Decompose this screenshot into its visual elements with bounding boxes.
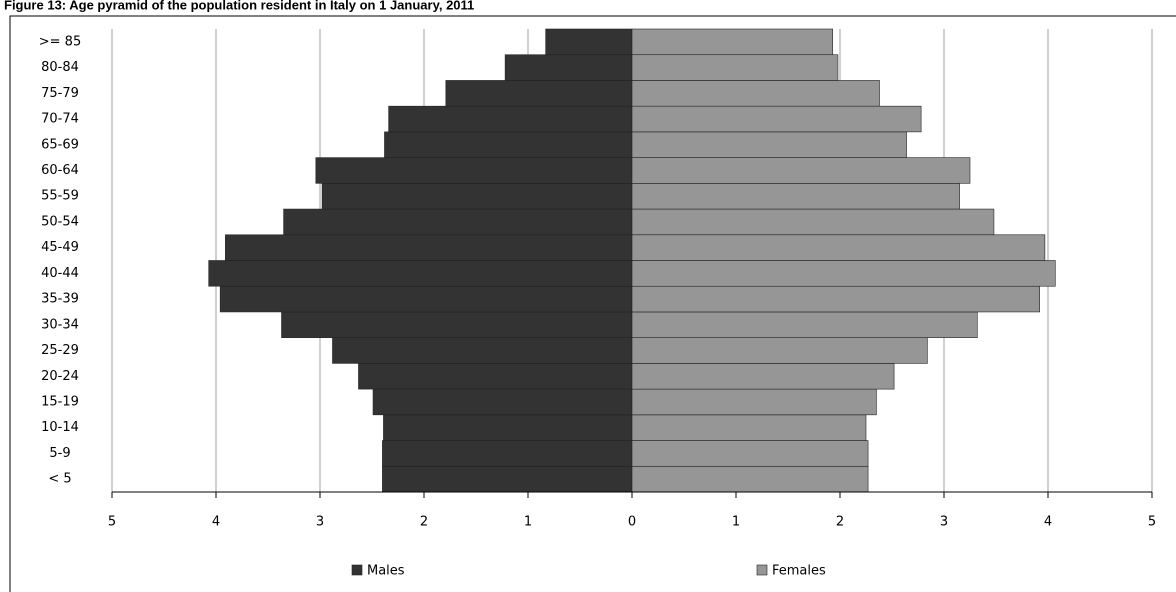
bar [631,285,1040,313]
y-tick-label: 10-14 [41,420,79,435]
bar [631,183,960,210]
bar [631,131,907,158]
bar [445,80,633,107]
bar [631,54,839,81]
bar [631,260,1056,287]
bar [631,440,869,467]
bar [631,105,922,133]
chart-title: Figure 13: Age pyramid of the population… [4,0,474,12]
y-tick-label: >= 85 [39,34,81,49]
bar [631,363,895,390]
y-tick-label: 20-24 [41,369,79,384]
y-tick-label: < 5 [48,472,71,487]
y-tick-label: 30-34 [41,317,79,332]
legend-label: Females [772,564,826,579]
legend-label: Males [367,564,405,579]
y-tick-label: 15-19 [41,394,79,409]
bar [631,28,834,56]
bar [281,311,633,338]
bar [631,337,928,364]
y-tick-label: 50-54 [41,214,79,229]
x-tick-label: 0 [628,515,636,530]
y-tick-label: 60-64 [41,163,79,178]
bar [631,414,867,441]
bar [315,157,633,184]
y-tick-label: 80-84 [41,60,79,75]
x-tick-label: 2 [420,515,428,530]
bar [388,105,633,133]
bar [504,54,633,81]
bar [358,363,633,390]
bar [383,414,633,441]
y-tick-label: 55-59 [41,189,79,204]
bar [631,311,978,338]
bar [382,440,633,467]
bar [225,234,633,261]
y-tick-label: 70-74 [41,112,79,127]
chart-border [9,15,1176,592]
x-tick-label: 3 [316,515,324,530]
x-tick-label: 2 [836,515,844,530]
x-tick-label: 3 [940,515,948,530]
bar [631,388,877,416]
bar [332,337,633,364]
bar [631,465,869,493]
bar [545,28,633,56]
bar [631,157,971,184]
x-tick-label: 5 [1148,515,1156,530]
x-tick-label: 4 [1044,515,1052,530]
y-tick-label: 45-49 [41,240,79,255]
bar [631,80,880,107]
legend-swatch [756,564,768,576]
y-tick-label: 35-39 [41,292,79,307]
y-tick-label: 65-69 [41,137,79,152]
bar [283,208,633,236]
bar [382,465,633,493]
bar [208,260,633,287]
legend-swatch [351,564,363,576]
x-tick-label: 1 [524,515,532,530]
y-tick-label: 75-79 [41,86,79,101]
bar [372,388,633,416]
y-tick-label: 5-9 [49,446,70,461]
y-tick-label: 25-29 [41,343,79,358]
bar [384,131,633,158]
y-tick-label: 40-44 [41,266,79,281]
x-tick-label: 1 [732,515,740,530]
x-tick-label: 5 [108,515,116,530]
bar [631,208,995,236]
bar [631,234,1046,261]
bar [321,183,633,210]
bar [219,285,633,313]
x-tick-label: 4 [212,515,220,530]
